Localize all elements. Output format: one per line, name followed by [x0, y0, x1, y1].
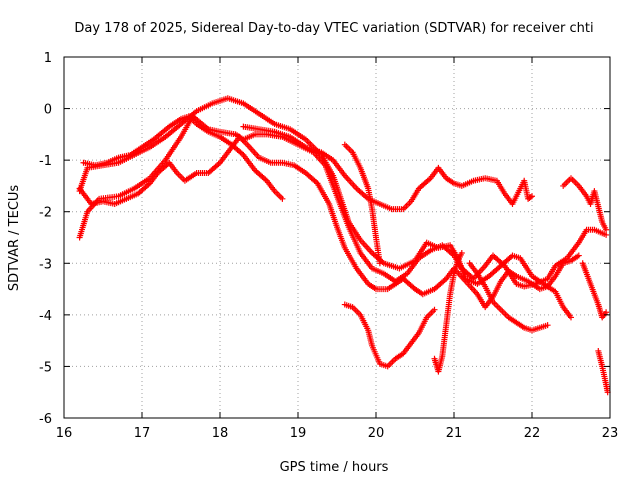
y-tick-label: -2 [39, 206, 52, 221]
series-arc-f [341, 141, 383, 267]
data-point-marker [458, 249, 465, 256]
y-tick-label: -5 [39, 360, 52, 375]
x-tick-label: 21 [446, 426, 463, 441]
axis-ticks: 16 17 18 19 20 21 22 23 1 0 -1 -2 -3 -4 -5 -6 [39, 51, 618, 441]
data-point-marker [279, 195, 286, 202]
x-tick-label: 22 [524, 426, 541, 441]
y-tick-label: -3 [39, 257, 52, 272]
x-tick-label: 20 [368, 426, 385, 441]
y-tick-label: -6 [39, 412, 52, 427]
data-series [76, 95, 611, 396]
plot-frame [63, 56, 611, 419]
data-point-marker [603, 309, 610, 316]
data-point-marker [431, 306, 438, 313]
series-arc-h [431, 249, 465, 375]
data-point-marker [544, 322, 551, 329]
data-point-marker [575, 252, 582, 259]
data-point-marker [603, 226, 610, 233]
data-point-marker [527, 194, 534, 201]
y-tick-label: -4 [39, 309, 52, 324]
x-tick-label: 18 [212, 426, 229, 441]
series-arc-j [560, 175, 610, 233]
data-point-marker [603, 231, 610, 238]
x-tick-label: 23 [602, 426, 619, 441]
x-axis-label: GPS time / hours [280, 460, 389, 475]
series-arc-c [76, 133, 582, 311]
series-arc-d [80, 113, 286, 202]
x-tick-label: 17 [134, 426, 151, 441]
series-arc-k [579, 260, 610, 321]
y-tick-label: -1 [39, 154, 52, 169]
x-tick-label: 16 [56, 426, 73, 441]
series-arc-e [240, 123, 535, 213]
data-point-marker [376, 260, 383, 267]
y-axis-label: SDTVAR / TECUs [7, 185, 22, 292]
series-arc-i [466, 260, 551, 334]
chart-title: Day 178 of 2025, Sidereal Day-to-day VTE… [74, 21, 593, 36]
y-tick-label: 0 [44, 103, 52, 118]
data-point-marker [568, 314, 574, 321]
y-tick-label: 1 [44, 51, 52, 66]
x-tick-label: 19 [290, 426, 307, 441]
series-arc-l [595, 347, 611, 396]
series-arc-g [341, 301, 438, 370]
grid-lines [64, 57, 610, 418]
data-point-marker [529, 193, 535, 200]
